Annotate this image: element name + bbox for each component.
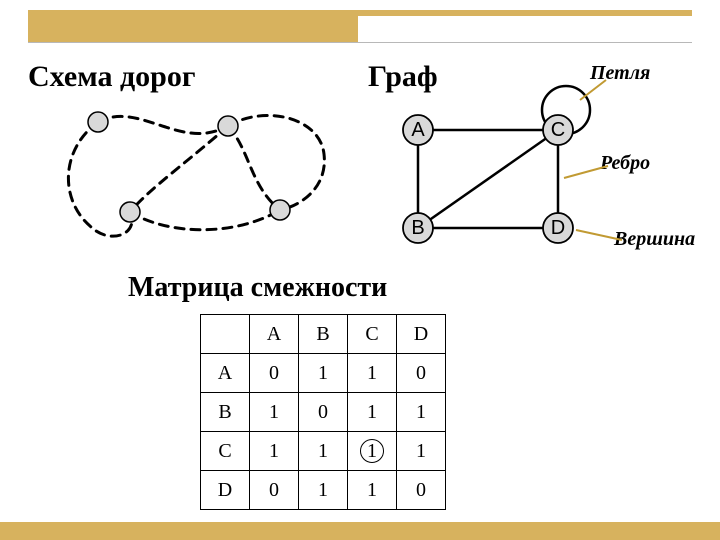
label-loop: Петля <box>590 62 650 85</box>
adj-cell-B-D: 1 <box>397 393 446 432</box>
adj-col-D: D <box>397 315 446 354</box>
adj-cell-B-A: 1 <box>250 393 299 432</box>
slide-canvas: Схема дорог Граф Петля Ребро Вершина Мат… <box>0 0 720 540</box>
title-road-scheme: Схема дорог <box>28 60 195 94</box>
adj-cell-A-D: 0 <box>397 354 446 393</box>
footer-bar <box>0 522 720 540</box>
adj-row-C: C <box>201 432 250 471</box>
adj-cell-D-D: 0 <box>397 471 446 510</box>
adj-cell-C-A: 1 <box>250 432 299 471</box>
adj-cell-A-C: 1 <box>348 354 397 393</box>
adj-cell-A-B: 1 <box>299 354 348 393</box>
title-adjacency-matrix: Матрица смежности <box>128 272 387 304</box>
adj-col-A: A <box>250 315 299 354</box>
adj-cell-B-C: 1 <box>348 393 397 432</box>
header-rule <box>28 42 692 43</box>
adj-row-D: D <box>201 471 250 510</box>
adj-cell-B-B: 0 <box>299 393 348 432</box>
adj-cell-D-A: 0 <box>250 471 299 510</box>
adj-cell-D-C: 1 <box>348 471 397 510</box>
graph-node-A: A <box>406 119 430 142</box>
adj-cell-C-B: 1 <box>299 432 348 471</box>
label-edge: Ребро <box>600 152 650 175</box>
adj-row-B: B <box>201 393 250 432</box>
graph-node-D: D <box>546 217 570 240</box>
adj-cell-C-C: 1 <box>348 432 397 471</box>
adj-cell-D-B: 1 <box>299 471 348 510</box>
adj-row-A: A <box>201 354 250 393</box>
graph-node-B: B <box>406 217 430 240</box>
adj-corner <box>201 315 250 354</box>
adjacency-table: ABCDA0110B1011C1111D0110 <box>200 314 446 510</box>
graph-node-C: C <box>546 119 570 142</box>
adj-col-B: B <box>299 315 348 354</box>
adj-col-C: C <box>348 315 397 354</box>
header-accent-block <box>28 16 358 42</box>
adj-cell-A-A: 0 <box>250 354 299 393</box>
adj-cell-C-D: 1 <box>397 432 446 471</box>
title-graph: Граф <box>368 60 438 94</box>
label-vertex: Вершина <box>614 228 695 251</box>
